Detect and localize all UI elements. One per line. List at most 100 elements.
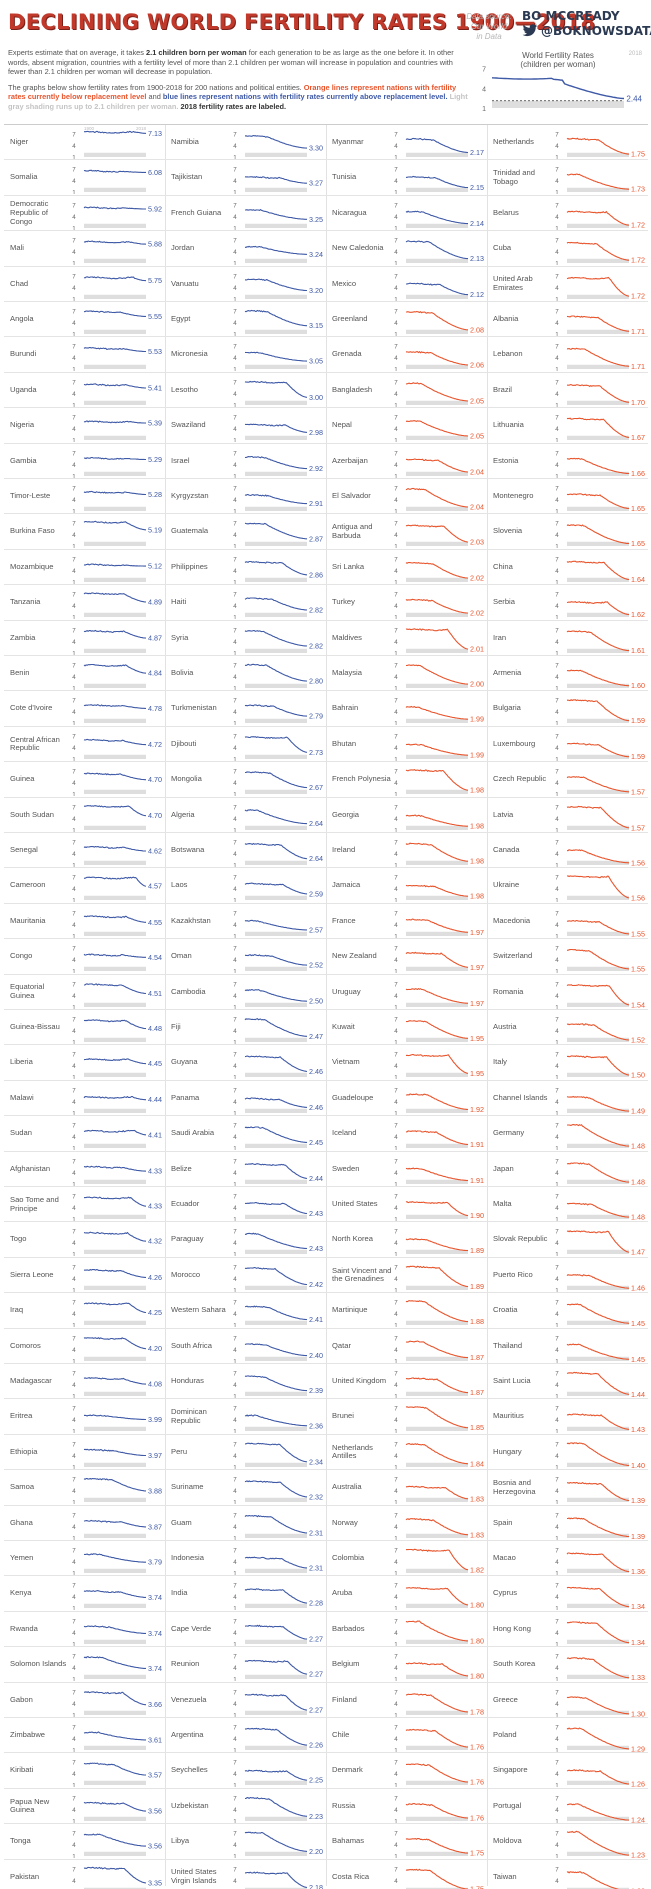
value-2018-label: 1.34 [631, 1638, 645, 1646]
x-end-year-label: 2018 [136, 126, 147, 131]
country-panel: Bolivia 7 4 1 2.80 [165, 655, 326, 690]
replacement-shading [567, 1108, 629, 1113]
y-tick-label: 7 [394, 1123, 398, 1130]
y-tick-label: 1 [233, 190, 237, 195]
replacement-shading [84, 1568, 146, 1573]
replacement-shading [84, 754, 146, 759]
country-sparkline: 741 1.57 [555, 804, 645, 832]
value-2018-label: 1.46 [631, 1284, 645, 1292]
country-name: Myanmar [332, 137, 364, 147]
country-name: Greenland [332, 314, 368, 324]
country-name: Laos [171, 880, 188, 890]
y-tick-label: 1 [394, 1287, 398, 1292]
country-panel: Italy 7 4 1 1.50 [487, 1044, 648, 1079]
country-panel: Gambia 7 4 1 5.29 [4, 442, 165, 478]
author-handle-row[interactable]: @BOKNOWSDATA [522, 24, 651, 39]
y-tick-label: 4 [72, 1099, 76, 1106]
replacement-shading [84, 223, 146, 228]
y-tick-label: 1 [394, 615, 398, 620]
author-handle[interactable]: @BOKNOWSDATA [541, 24, 651, 38]
country-panel: Bangladesh 7 4 1 2.05 [326, 371, 487, 407]
fertility-series-line [566, 137, 629, 155]
y-tick-label: 7 [72, 1158, 76, 1165]
fertility-series-line [83, 772, 146, 781]
y-tick-label: 4 [555, 1311, 559, 1318]
y-tick-label: 4 [394, 214, 398, 221]
y-tick-label: 7 [394, 238, 398, 245]
y-tick-label: 1 [555, 686, 559, 691]
y-tick-label: 7 [394, 733, 398, 740]
y-tick-label: 4 [394, 285, 398, 292]
country-panel: Iceland 7 4 1 1.91 [326, 1115, 487, 1150]
fertility-series-line [566, 1202, 629, 1218]
y-tick-label: 1 [555, 367, 559, 372]
country-panel: Paraguay 7 4 1 2.43 [165, 1221, 326, 1256]
country-panel: Equatorial Guinea 7 4 1 4.51 [4, 973, 165, 1009]
y-tick-label: 1 [233, 1358, 237, 1363]
fertility-series-line [405, 176, 469, 189]
value-2018-label: 2.02 [470, 609, 484, 618]
y-tick-label: 7 [72, 167, 76, 174]
country-name: Yemen [10, 1553, 34, 1563]
source-line: Our World [470, 22, 508, 31]
replacement-shading [567, 1143, 629, 1149]
replacement-shading [567, 1037, 629, 1042]
value-2018-label: 6.08 [148, 168, 162, 177]
column-divider [165, 124, 166, 1886]
country-panel: Channel Islands 7 4 1 1.49 [487, 1079, 648, 1115]
y-tick-label: 1 [555, 933, 559, 938]
y-tick-label: 1 [72, 615, 76, 620]
country-name: Italy [493, 1057, 507, 1067]
y-tick-label: 7 [233, 1654, 237, 1661]
y-tick-label: 4 [555, 1665, 559, 1672]
fertility-series-line [244, 1693, 308, 1711]
y-tick-label: 1 [233, 1394, 237, 1399]
fertility-series-line [405, 561, 469, 579]
y-tick-label: 4 [233, 1453, 237, 1460]
replacement-shading [406, 1143, 468, 1149]
y-tick-label: 4 [394, 1240, 398, 1247]
country-panel: Vietnam 7 4 1 1.95 [326, 1044, 487, 1079]
replacement-shading [245, 400, 307, 405]
y-tick-label: 4 [233, 780, 237, 787]
y-tick-label: 1 [72, 1181, 76, 1186]
y-tick-label: 7 [394, 1441, 398, 1448]
value-2018-label: 1.52 [631, 1035, 645, 1044]
fertility-series-line [405, 1167, 468, 1181]
y-tick-label: 4 [555, 143, 559, 150]
y-tick-label: 4 [72, 1311, 76, 1318]
fertility-series-line [566, 1343, 630, 1360]
y-tick-label: 7 [394, 1264, 398, 1271]
country-panel: Laos 7 4 1 2.59 [165, 867, 326, 902]
fertility-series-line [244, 988, 307, 1002]
country-name: North Korea [332, 1234, 373, 1244]
replacement-shading [567, 719, 629, 724]
fertility-series-line [84, 1690, 146, 1705]
value-2018-label: 2.50 [309, 996, 323, 1005]
replacement-shading [567, 683, 629, 688]
replacement-shading [245, 1674, 307, 1680]
y-tick-label: 4 [233, 391, 237, 398]
value-2018-label: 2.14 [470, 219, 484, 228]
replacement-shading [84, 1887, 146, 1889]
y-tick-label: 1 [233, 1323, 237, 1328]
fertility-series-line [405, 664, 468, 685]
country-panel: Afghanistan 7 4 1 4.33 [4, 1150, 165, 1186]
y-tick-label: 1 [233, 721, 237, 726]
country-panel: Saint Lucia 7 4 1 1.44 [487, 1363, 648, 1398]
replacement-shading [406, 542, 468, 547]
replacement-shading [406, 1250, 468, 1255]
country-name: Ecuador [171, 1199, 200, 1209]
y-tick-label: 1 [72, 792, 76, 797]
value-2018-label: 4.51 [148, 989, 162, 998]
country-panel: Liberia 7 4 1 4.45 [4, 1044, 165, 1079]
y-tick-label: 1 [555, 863, 559, 868]
y-tick-label: 7 [555, 167, 559, 174]
y-tick-label: 1 [394, 1110, 398, 1115]
